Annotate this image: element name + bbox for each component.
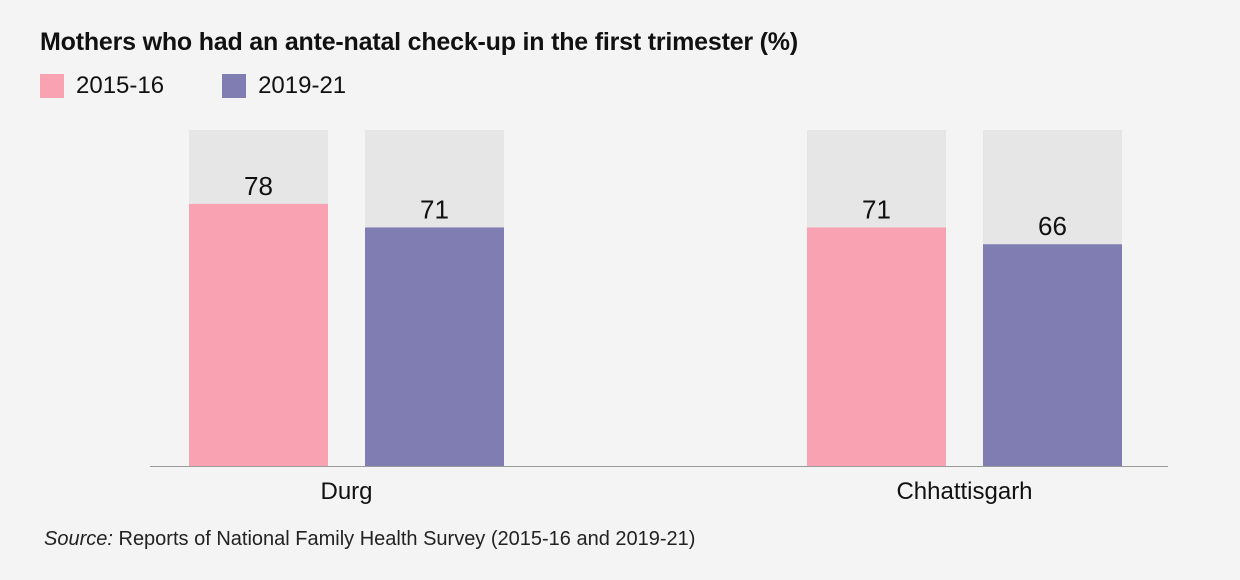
legend-label-2015-16: 2015-16 xyxy=(76,72,165,99)
legend: 2015-16 2019-21 xyxy=(40,72,404,100)
source-note: Source: Reports of National Family Healt… xyxy=(44,528,695,551)
legend-swatch-2015-16 xyxy=(40,74,64,98)
bar-durg-2015-16 xyxy=(189,203,328,467)
bar-chart: 78 71 Durg 71 66 Chhattisgarh xyxy=(150,130,1168,505)
bar-durg-2019-21 xyxy=(365,227,504,466)
source-prefix: Source: xyxy=(44,528,113,550)
bar-chhattisgarh-2015-16 xyxy=(807,227,946,466)
category-label-chhattisgarh: Chhattisgarh xyxy=(896,478,1032,505)
data-label-chhattisgarh-2019-21: 66 xyxy=(1038,211,1067,241)
legend-label-2019-21: 2019-21 xyxy=(258,72,347,99)
bar-chhattisgarh-2019-21 xyxy=(983,244,1122,466)
chart-title: Mothers who had an ante-natal check-up i… xyxy=(40,28,798,56)
data-label-chhattisgarh-2015-16: 71 xyxy=(862,194,891,224)
legend-item-2019-21: 2019-21 xyxy=(222,72,346,100)
source-text: Reports of National Family Health Survey… xyxy=(112,528,696,550)
category-label-durg: Durg xyxy=(320,478,372,505)
legend-item-2015-16: 2015-16 xyxy=(40,72,164,100)
data-label-durg-2019-21: 71 xyxy=(420,194,449,224)
data-label-durg-2015-16: 78 xyxy=(244,171,273,201)
legend-swatch-2019-21 xyxy=(222,74,247,98)
